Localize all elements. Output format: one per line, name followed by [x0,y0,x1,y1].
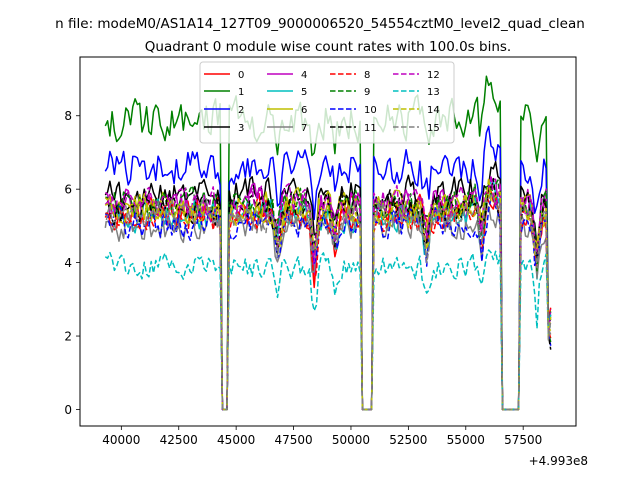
legend-label-7: 7 [301,123,307,134]
series-line-13 [104,249,552,411]
legend-label-8: 8 [364,70,370,81]
x-axis-offset-label: +4.993e8 [529,454,588,468]
series-line-12 [104,174,552,411]
legend-label-12: 12 [427,70,440,81]
series-line-11 [105,177,552,411]
y-tick-label: 2 [64,330,72,344]
legend-label-0: 0 [238,70,244,81]
y-axis: 0 2 4 6 8 [64,109,80,417]
chart-title: Quadrant 0 module wise count rates with … [145,39,511,55]
x-tick-label: 52500 [389,433,427,447]
x-tick-label: 42500 [160,433,198,447]
series-line-2 [104,125,552,411]
x-tick-label: 47500 [274,433,312,447]
legend-label-13: 13 [427,87,440,98]
series-line-14 [104,177,552,411]
legend-label-15: 15 [427,123,440,134]
y-tick-label: 6 [64,183,72,197]
legend-label-4: 4 [301,70,307,81]
x-tick-label: 45000 [217,433,255,447]
x-axis: 40000 42500 45000 47500 50000 52500 55000 57500 [102,426,542,447]
series-line-7 [105,205,552,411]
x-tick-label: 50000 [332,433,370,447]
legend-label-5: 5 [301,87,307,98]
series-layer [104,75,552,411]
legend-label-10: 10 [364,105,377,116]
series-line-10 [105,196,552,411]
plot-frame [79,56,577,427]
figure-suptitle: n file: modeM0/AS1A14_127T09_9000006520_… [55,16,585,32]
series-line-15 [104,194,552,411]
legend-label-3: 3 [238,123,244,134]
legend-label-14: 14 [427,105,440,116]
y-tick-label: 4 [64,256,72,270]
legend-label-11: 11 [364,123,377,134]
x-tick-label: 40000 [102,433,140,447]
legend-label-1: 1 [238,87,244,98]
x-tick-label: 57500 [504,433,542,447]
y-tick-label: 0 [64,403,72,417]
legend-label-2: 2 [238,105,244,116]
y-tick-label: 8 [64,109,72,123]
legend-label-6: 6 [301,105,307,116]
legend-frame [199,61,455,144]
legend-label-9: 9 [364,87,370,98]
x-tick-label: 55000 [447,433,485,447]
